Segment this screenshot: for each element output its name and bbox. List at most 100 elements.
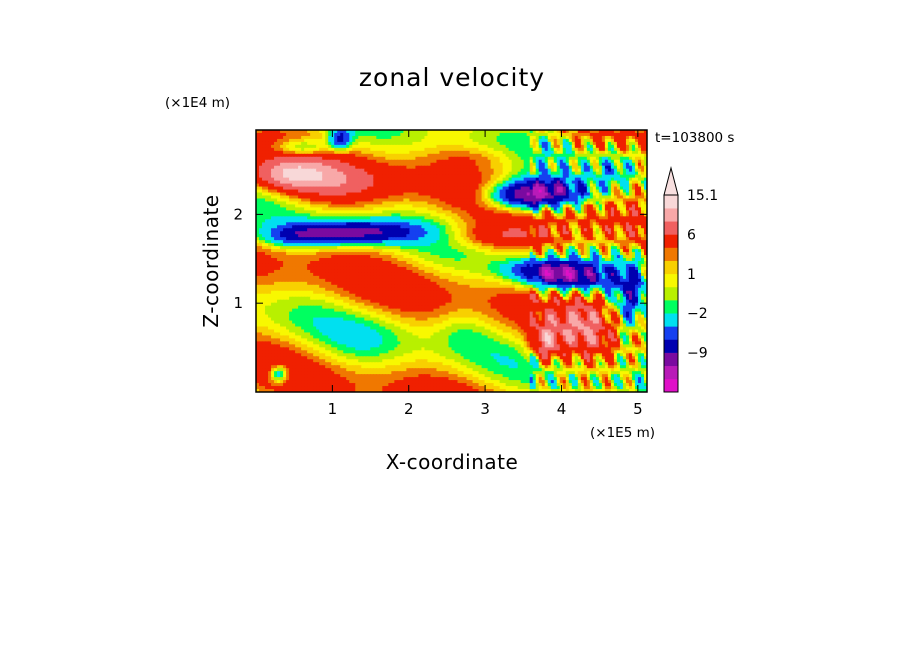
field-cell: [415, 225, 420, 229]
field-cell: [331, 228, 335, 232]
field-cell: [610, 240, 615, 244]
field-cell: [331, 225, 335, 229]
field-cell: [634, 189, 639, 194]
field-cell: [556, 237, 561, 241]
field-cell: [562, 162, 567, 167]
field-cell: [460, 192, 465, 197]
field-cell: [337, 237, 341, 241]
field-cell: [601, 234, 606, 238]
field-cell: [490, 240, 495, 244]
field-cell: [580, 216, 585, 220]
field-cell: [259, 177, 263, 182]
field-cell: [358, 177, 362, 182]
field-cell: [328, 237, 332, 241]
field-cell: [622, 162, 627, 167]
field-cell: [544, 195, 549, 200]
field-cell: [457, 171, 462, 176]
field-cell: [433, 216, 438, 220]
field-cell: [583, 132, 588, 137]
field-cell: [595, 144, 600, 149]
field-cell: [631, 150, 636, 155]
field-cell: [262, 138, 266, 143]
field-cell: [643, 177, 647, 182]
field-cell: [262, 243, 266, 247]
field-cell: [508, 132, 513, 137]
field-cell: [445, 153, 450, 158]
field-cell: [358, 144, 362, 149]
field-cell: [568, 219, 573, 223]
field-cell: [589, 192, 594, 197]
field-cell: [364, 153, 368, 158]
field-cell: [451, 180, 456, 185]
field-cell: [331, 243, 335, 247]
field-cell: [517, 132, 522, 137]
field-cell: [325, 201, 329, 206]
field-cell: [355, 135, 359, 140]
field-cell: [640, 213, 645, 217]
field-cell: [532, 171, 537, 176]
field-cell: [424, 210, 429, 214]
field-cell: [577, 180, 582, 185]
field-cell: [547, 228, 552, 232]
field-cell: [607, 204, 612, 209]
field-cell: [418, 153, 423, 158]
field-cell: [538, 177, 543, 182]
field-cell: [622, 174, 627, 179]
field-cell: [406, 147, 410, 152]
field-cell: [631, 237, 636, 241]
field-cell: [607, 240, 612, 244]
field-cell: [316, 228, 320, 232]
field-cell: [310, 222, 314, 226]
field-cell: [331, 162, 335, 167]
field-cell: [475, 225, 480, 229]
field-cell: [610, 165, 615, 170]
field-cell: [313, 222, 317, 226]
field-cell: [256, 225, 260, 229]
field-cell: [397, 237, 401, 241]
field-cell: [460, 183, 465, 188]
field-cell: [412, 132, 417, 137]
field-cell: [268, 171, 272, 176]
field-cell: [463, 147, 468, 152]
field-cell: [559, 195, 564, 200]
field-cell: [337, 228, 341, 232]
field-cell: [313, 183, 317, 188]
field-cell: [445, 171, 450, 176]
field-cell: [433, 228, 438, 232]
field-cell: [613, 216, 618, 220]
field-cell: [484, 213, 489, 217]
field-cell: [580, 189, 585, 194]
field-cell: [541, 213, 546, 217]
field-cell: [418, 207, 423, 211]
field-cell: [619, 132, 624, 137]
field-cell: [538, 207, 543, 211]
field-cell: [514, 198, 519, 203]
field-cell: [637, 201, 642, 206]
field-cell: [346, 183, 350, 188]
field-cell: [301, 130, 305, 134]
field-cell: [601, 210, 606, 214]
field-cell: [373, 159, 377, 164]
field-cell: [274, 162, 278, 167]
y-unit-label: (×1E4 m): [165, 95, 230, 111]
field-cell: [568, 138, 573, 143]
field-cell: [421, 132, 426, 137]
field-cell: [421, 201, 426, 206]
field-cell: [256, 231, 260, 235]
field-cell: [580, 222, 585, 226]
field-cell: [406, 180, 410, 185]
field-cell: [637, 162, 642, 167]
field-cell: [379, 171, 383, 176]
field-cell: [376, 222, 380, 226]
field-cell: [304, 144, 308, 149]
field-cell: [445, 231, 450, 235]
field-cell: [565, 130, 570, 134]
field-cell: [619, 216, 624, 220]
field-cell: [394, 198, 398, 203]
field-cell: [520, 195, 525, 200]
field-cell: [637, 130, 642, 134]
field-cell: [547, 201, 552, 206]
field-cell: [343, 183, 347, 188]
field-cell: [505, 135, 510, 140]
field-cell: [499, 219, 504, 223]
